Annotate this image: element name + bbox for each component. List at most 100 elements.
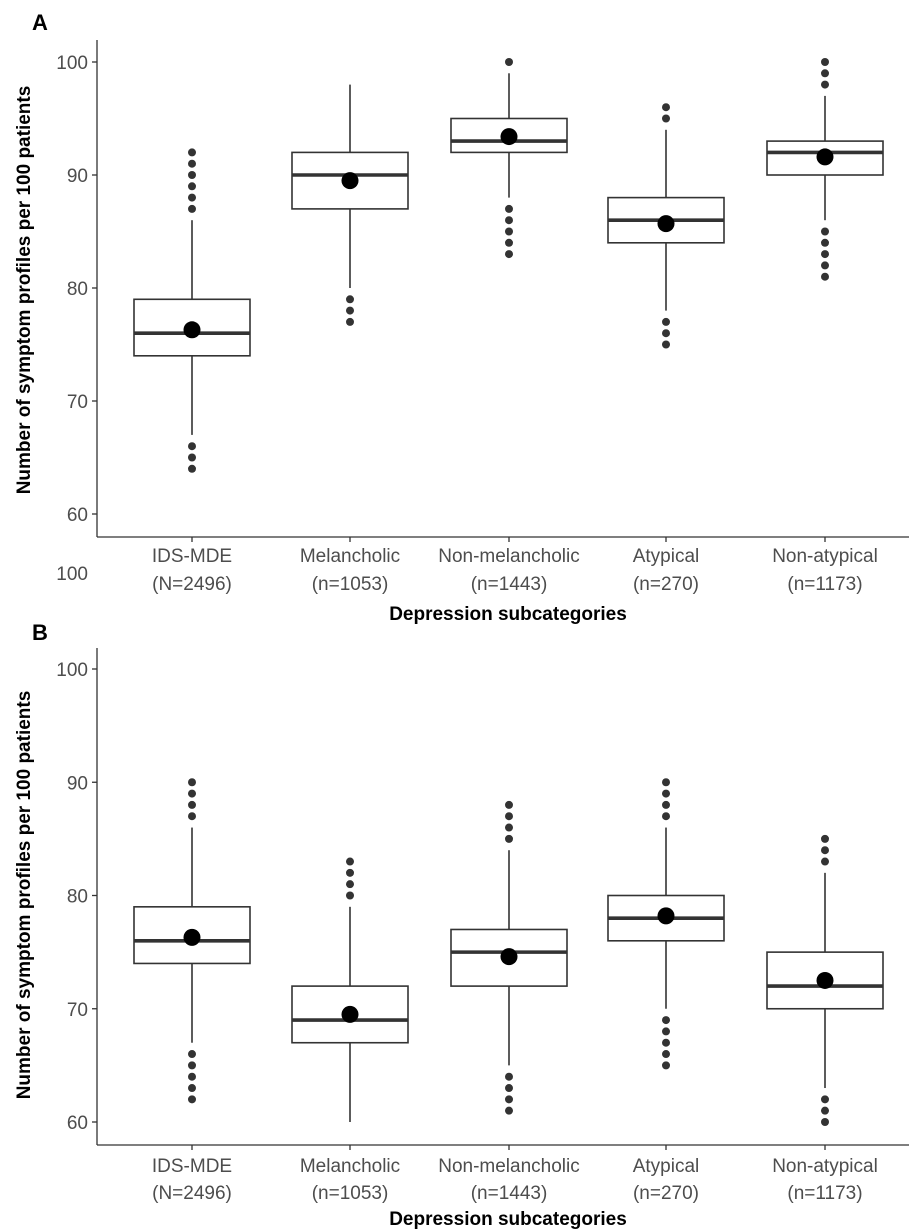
outlier-point: [821, 857, 829, 866]
outlier-point: [821, 69, 829, 78]
outlier-point: [821, 846, 829, 855]
outlier-point: [662, 789, 670, 798]
x-tick-sublabel: (n=1053): [312, 574, 389, 595]
outlier-point: [346, 880, 354, 889]
y-tick-label: 60: [67, 505, 88, 526]
outlier-point: [188, 812, 196, 821]
x-tick-sublabel: (n=1173): [787, 574, 862, 595]
outlier-point: [505, 227, 513, 236]
outlier-point: [188, 148, 196, 157]
x-tick-label: Non-atypical: [772, 546, 878, 567]
x-tick-label: Non-atypical: [772, 1156, 878, 1177]
outlier-point: [188, 182, 196, 191]
outlier-point: [188, 442, 196, 451]
outlier-point: [188, 464, 196, 473]
outlier-point: [346, 317, 354, 326]
outlier-point: [821, 227, 829, 236]
outlier-point: [662, 800, 670, 809]
x-tick-sublabel: (N=2496): [152, 1183, 232, 1204]
outlier-point: [505, 1084, 513, 1093]
outlier-point: [662, 812, 670, 821]
x-tick-sublabel: (n=1443): [471, 574, 548, 595]
outlier-point: [505, 812, 513, 821]
y-tick-label: 90: [67, 166, 88, 187]
outlier-point: [188, 204, 196, 213]
outlier-point: [346, 868, 354, 877]
outlier-point: [821, 238, 829, 247]
outlier-point: [346, 306, 354, 315]
outlier-point: [505, 238, 513, 247]
x-tick-sublabel: (N=2496): [152, 574, 232, 595]
outlier-point: [505, 58, 513, 66]
outlier-point: [505, 834, 513, 843]
outlier-point: [505, 1106, 513, 1115]
x-tick-sublabel: (n=1173): [787, 1183, 862, 1204]
mean-point: [816, 148, 834, 166]
panel-label-b: B: [32, 620, 48, 645]
x-tick-label: IDS-MDE: [152, 546, 232, 567]
y-axis-label-a: Number of symptom profiles per 100 patie…: [14, 86, 35, 495]
outlier-point: [505, 823, 513, 832]
mean-point: [500, 128, 518, 146]
outlier-point: [188, 789, 196, 798]
x-tick-label: Melancholic: [300, 546, 400, 567]
outlier-point: [821, 58, 829, 66]
extra-tick-label-a: 100: [56, 564, 88, 585]
outlier-point: [662, 329, 670, 338]
outlier-point: [821, 1106, 829, 1115]
outlier-point: [505, 1095, 513, 1104]
x-tick-label: Non-melancholic: [438, 1156, 580, 1177]
outlier-point: [821, 834, 829, 843]
outlier-point: [188, 1084, 196, 1093]
y-tick-label: 80: [67, 887, 88, 908]
outlier-point: [662, 340, 670, 349]
y-tick-label: 70: [67, 392, 88, 413]
y-tick-label: 80: [67, 279, 88, 300]
outlier-point: [821, 272, 829, 281]
mean-point: [341, 1005, 359, 1023]
outlier-point: [346, 857, 354, 866]
outlier-point: [662, 317, 670, 326]
outlier-point: [662, 114, 670, 123]
x-tick-label: Melancholic: [300, 1156, 400, 1177]
mean-point: [183, 321, 201, 339]
mean-point: [657, 215, 675, 233]
outlier-point: [821, 80, 829, 89]
x-tick-label: Atypical: [633, 546, 700, 567]
outlier-point: [505, 800, 513, 809]
outlier-point: [188, 1095, 196, 1104]
x-tick-sublabel: (n=270): [633, 574, 699, 595]
outlier-point: [662, 1038, 670, 1047]
x-axis-label-a: Depression subcategories: [389, 604, 627, 625]
outlier-point: [346, 891, 354, 900]
outlier-point: [188, 1061, 196, 1070]
outlier-point: [505, 216, 513, 225]
outlier-point: [188, 171, 196, 179]
outlier-point: [821, 1118, 829, 1126]
outlier-point: [662, 1016, 670, 1025]
outlier-point: [821, 250, 829, 259]
outlier-point: [188, 159, 196, 168]
outlier-point: [662, 1050, 670, 1059]
y-tick-label: 100: [56, 660, 88, 681]
x-tick-label: Non-melancholic: [438, 546, 580, 567]
outlier-point: [821, 261, 829, 270]
panel-label-a: A: [32, 10, 48, 35]
panel-b: 60 70 80 90 100 IDS-MDE (N=2496) Melancholic (n=…: [56, 648, 909, 1204]
mean-point: [341, 172, 359, 190]
outlier-point: [505, 250, 513, 259]
outlier-point: [346, 295, 354, 304]
outlier-point: [505, 204, 513, 213]
x-tick-label: IDS-MDE: [152, 1156, 232, 1177]
x-tick-label: Atypical: [633, 1156, 700, 1177]
outlier-point: [821, 1095, 829, 1104]
outlier-point: [188, 1050, 196, 1059]
outlier-point: [662, 1061, 670, 1070]
mean-point: [657, 907, 675, 925]
outlier-point: [662, 778, 670, 787]
y-tick-label: 100: [56, 53, 88, 74]
outlier-point: [188, 453, 196, 462]
mean-point: [816, 971, 834, 989]
x-axis-label-b: Depression subcategories: [389, 1209, 627, 1230]
